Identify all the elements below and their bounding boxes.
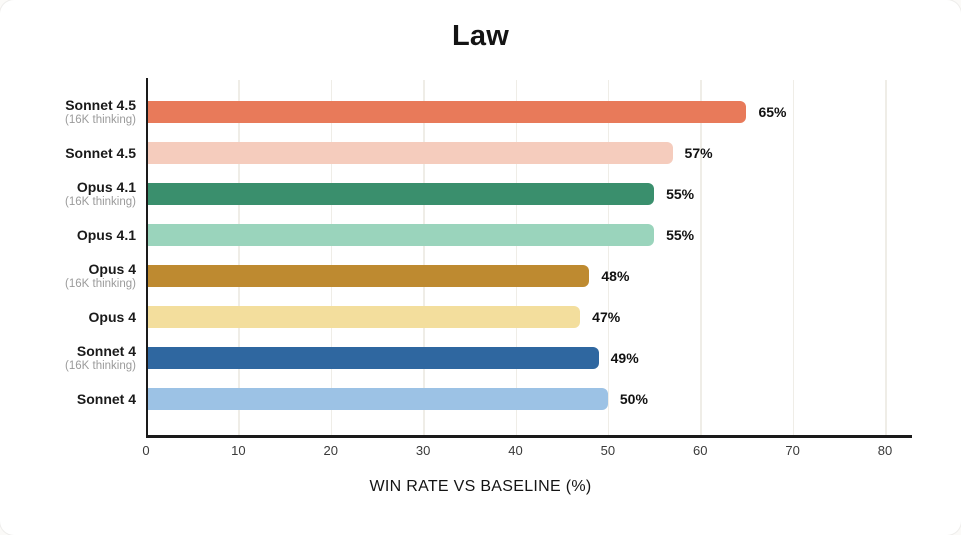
row-label: Opus 4.1	[76, 227, 136, 243]
bar	[146, 224, 655, 246]
bar-value-label: 55%	[666, 227, 695, 243]
grid-line	[423, 80, 425, 437]
x-tick-label: 50	[600, 443, 616, 458]
bar-row: Opus 4.1 (16K thinking) 55%	[65, 179, 912, 208]
bar	[146, 142, 673, 164]
row-label-block: Opus 4.1	[0, 227, 136, 243]
row-label: Opus 4	[88, 309, 136, 325]
x-tick-label: 60	[693, 443, 708, 458]
x-tick-label: 30	[415, 443, 431, 458]
grid-line	[607, 80, 610, 437]
bar-value-label: 47%	[592, 309, 621, 325]
bar-value-label: 50%	[619, 391, 648, 407]
row-sublabel: (16K thinking)	[65, 114, 136, 126]
row-label-block: Sonnet 4 (16K thinking)	[0, 343, 136, 373]
bar-value-label: 57%	[684, 145, 713, 161]
grid-line	[792, 80, 795, 437]
grid-line	[700, 80, 702, 437]
row-label: Sonnet 4	[76, 391, 136, 407]
bar	[146, 101, 747, 123]
bar	[146, 265, 590, 287]
x-tick-label: 10	[231, 443, 246, 458]
grid-line	[330, 80, 333, 437]
bar-value-label: 65%	[758, 104, 787, 120]
x-tick-label: 70	[785, 443, 800, 458]
x-tick-label: 0	[142, 443, 150, 458]
row-sublabel: (16K thinking)	[65, 196, 136, 208]
grid-line	[885, 80, 887, 437]
row-label: Sonnet 4.5	[65, 97, 136, 113]
row-label: Opus 4.1	[76, 179, 136, 195]
grid-line	[515, 80, 517, 437]
row-label-block: Sonnet 4	[0, 391, 136, 407]
bar	[146, 347, 599, 369]
row-label-block: Sonnet 4.5 (16K thinking)	[0, 97, 136, 127]
row-label-block: Opus 4	[0, 309, 136, 325]
bar-value-label: 55%	[666, 186, 695, 202]
bar-row: Sonnet 4 (16K thinking) 49%	[65, 343, 912, 372]
row-sublabel: (16K thinking)	[65, 360, 136, 372]
row-label-block: Opus 4.1 (16K thinking)	[0, 179, 136, 209]
bar-row: Opus 4.1 55%	[77, 224, 912, 246]
row-label-block: Opus 4 (16K thinking)	[0, 261, 136, 291]
bar	[146, 388, 608, 410]
plot-area: 0 10 20 30 40 50 60 70 80 Sonnet 4.5 (16K thinking…	[65, 78, 912, 458]
row-label: Opus 4	[88, 261, 136, 277]
x-tick-label: 40	[508, 443, 523, 458]
bar-row: Sonnet 4.5 (16K thinking) 65%	[65, 97, 912, 126]
row-label-block: Sonnet 4.5	[0, 145, 136, 161]
y-axis-line	[146, 78, 148, 437]
grid-line	[238, 80, 240, 437]
bar-row: Opus 4 47%	[89, 306, 912, 328]
bar-row: Sonnet 4.5 57%	[65, 142, 912, 164]
bar-value-label: 48%	[601, 268, 630, 284]
bar-row: Sonnet 4 50%	[77, 388, 912, 410]
x-axis-title: WIN RATE VS BASELINE (%)	[369, 478, 592, 495]
row-sublabel: (16K thinking)	[65, 278, 136, 290]
row-label: Sonnet 4.5	[65, 145, 136, 161]
bar	[146, 183, 655, 205]
bar	[146, 306, 581, 328]
bar-row: Opus 4 (16K thinking) 48%	[65, 261, 912, 290]
x-tick-label: 80	[877, 443, 893, 458]
chart-title: Law	[452, 20, 509, 52]
bar-value-label: 49%	[610, 350, 639, 366]
row-label: Sonnet 4	[76, 343, 136, 359]
x-axis-line	[146, 435, 912, 438]
x-tick-label: 20	[323, 443, 338, 458]
